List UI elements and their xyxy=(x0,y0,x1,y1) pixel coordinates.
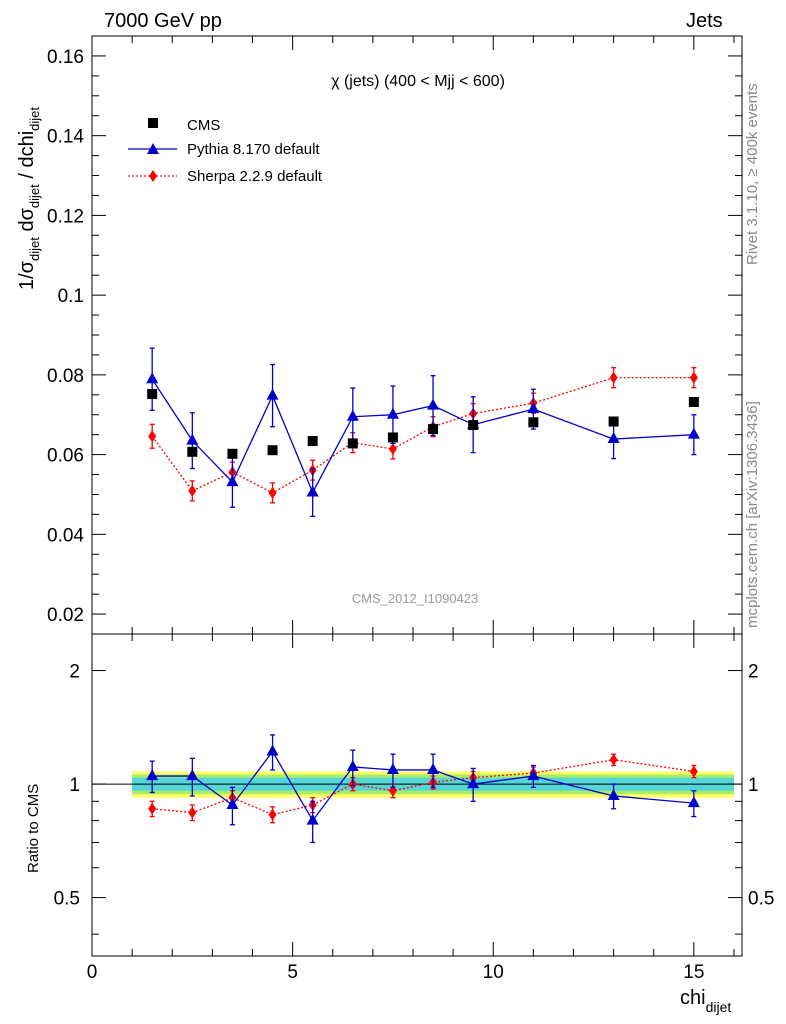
ratio-pythia-point xyxy=(266,744,279,756)
ratio-pythia-point xyxy=(607,788,620,800)
y-tick-label: 0.06 xyxy=(47,446,84,467)
ratio-pythia-point xyxy=(687,796,700,808)
x-axis-label-main: chi xyxy=(680,987,706,1009)
legend-sherpa-marker xyxy=(149,170,157,182)
ratio-pythia-point xyxy=(427,762,440,774)
sherpa-point xyxy=(188,484,197,497)
sherpa-point xyxy=(268,486,277,499)
cms-point xyxy=(227,448,238,459)
ratio-sherpa-point xyxy=(609,753,618,766)
ratio-y-tick-label-right: 2 xyxy=(748,662,759,683)
ratio-sherpa-point xyxy=(268,808,277,821)
x-tick-label: 15 xyxy=(683,962,704,983)
ratio-y-axis-label: Ratio to CMS xyxy=(25,784,42,873)
ratio-pythia-line xyxy=(152,750,694,822)
x-tick-label: 0 xyxy=(87,962,98,983)
axis-ticks: 0 5 10 15 0.02 0.04 0.06 0.08 0.1 0.12 0.14 0.16 0.5… xyxy=(47,35,774,983)
legend-pythia-label: Pythia 8.170 default xyxy=(187,141,320,158)
legend-cms-marker xyxy=(148,118,158,128)
pythia-point xyxy=(266,388,279,400)
ratio-pythia-point xyxy=(306,813,319,825)
ratio-pythia-point xyxy=(186,769,199,781)
ratio-pythia-point xyxy=(467,777,480,789)
header-left: 7000 GeV pp xyxy=(104,10,222,32)
ratio-y-tick-label: 2 xyxy=(69,662,80,683)
y-axis-label-sub1: dijet xyxy=(27,237,42,261)
pythia-point xyxy=(346,409,359,421)
x-axis-label-sub: dijet xyxy=(706,999,732,1015)
analysis-id: CMS_2012_I1090423 xyxy=(352,591,479,606)
ratio-y-tick-label: 0.5 xyxy=(54,889,80,910)
ratio-sherpa-line xyxy=(152,759,694,816)
y-axis-label: 1/σdijet dσdijet / dchidijet xyxy=(16,107,42,290)
header-right: Jets xyxy=(686,10,723,32)
cms-point xyxy=(267,445,278,456)
y-tick-label: 0.04 xyxy=(47,525,84,546)
sherpa-point xyxy=(148,430,157,443)
cms-point xyxy=(428,424,439,435)
cms-point xyxy=(688,396,699,407)
ratio-pythia-point xyxy=(146,769,159,781)
pythia-point xyxy=(687,427,700,439)
pythia-point xyxy=(146,372,159,384)
x-tick-label: 5 xyxy=(287,962,298,983)
x-tick-label: 10 xyxy=(483,962,504,983)
chart-title: χ (jets) (400 < Mjj < 600) xyxy=(331,73,505,90)
legend-cms-label: CMS xyxy=(187,117,220,134)
y-axis-label-part3: / dchi xyxy=(16,131,38,184)
y-axis-label-part1: 1/σ xyxy=(16,260,38,290)
y-tick-label: 0.16 xyxy=(47,47,84,68)
sherpa-point xyxy=(689,371,698,384)
cms-point xyxy=(387,432,398,443)
data-marks xyxy=(146,347,700,844)
y-tick-label: 0.1 xyxy=(58,286,84,307)
y-tick-label: 0.08 xyxy=(47,366,84,387)
cms-point xyxy=(468,420,479,431)
y-axis-label-part2: dσ xyxy=(16,207,38,237)
sherpa-point xyxy=(609,371,618,384)
pythia-point xyxy=(186,433,199,445)
legend-pythia-marker xyxy=(147,143,159,154)
ratio-pythia-point xyxy=(527,769,540,781)
cms-point xyxy=(347,438,358,449)
pythia-point xyxy=(306,485,319,497)
ratio-y-tick-label-right: 1 xyxy=(748,775,759,796)
ratio-y-tick-label: 1 xyxy=(69,775,80,796)
ratio-sherpa-point xyxy=(689,765,698,778)
pythia-point xyxy=(607,432,620,444)
y-tick-label: 0.12 xyxy=(47,206,84,227)
pythia-point xyxy=(527,402,540,414)
legend: CMS Pythia 8.170 default Sherpa 2.2.9 de… xyxy=(128,117,323,185)
cms-point xyxy=(147,389,158,400)
x-axis-label: chidijet xyxy=(680,987,731,1015)
ratio-sherpa-point xyxy=(148,802,157,815)
ratio-pythia-point xyxy=(346,759,359,771)
ratio-y-tick-label-right: 0.5 xyxy=(748,889,774,910)
y-tick-label: 0.14 xyxy=(47,127,84,148)
cms-point xyxy=(307,436,318,447)
cms-point xyxy=(528,417,539,428)
ratio-sherpa-point xyxy=(188,806,197,819)
pythia-point xyxy=(386,407,399,419)
pythia-point xyxy=(427,398,440,410)
y-axis-label-sub3: dijet xyxy=(27,107,42,131)
cms-point xyxy=(187,446,198,457)
y-axis-label-sub2: dijet xyxy=(27,184,42,208)
y-tick-label: 0.02 xyxy=(47,605,84,626)
ratio-plot-frame xyxy=(91,633,743,957)
legend-sherpa-label: Sherpa 2.2.9 default xyxy=(187,168,323,185)
sherpa-point xyxy=(388,443,397,456)
ratio-pythia-point xyxy=(386,762,399,774)
pythia-line xyxy=(151,378,694,494)
cms-point xyxy=(608,416,619,427)
pythia-point xyxy=(226,475,239,487)
ratio-pythia-point xyxy=(226,798,239,810)
